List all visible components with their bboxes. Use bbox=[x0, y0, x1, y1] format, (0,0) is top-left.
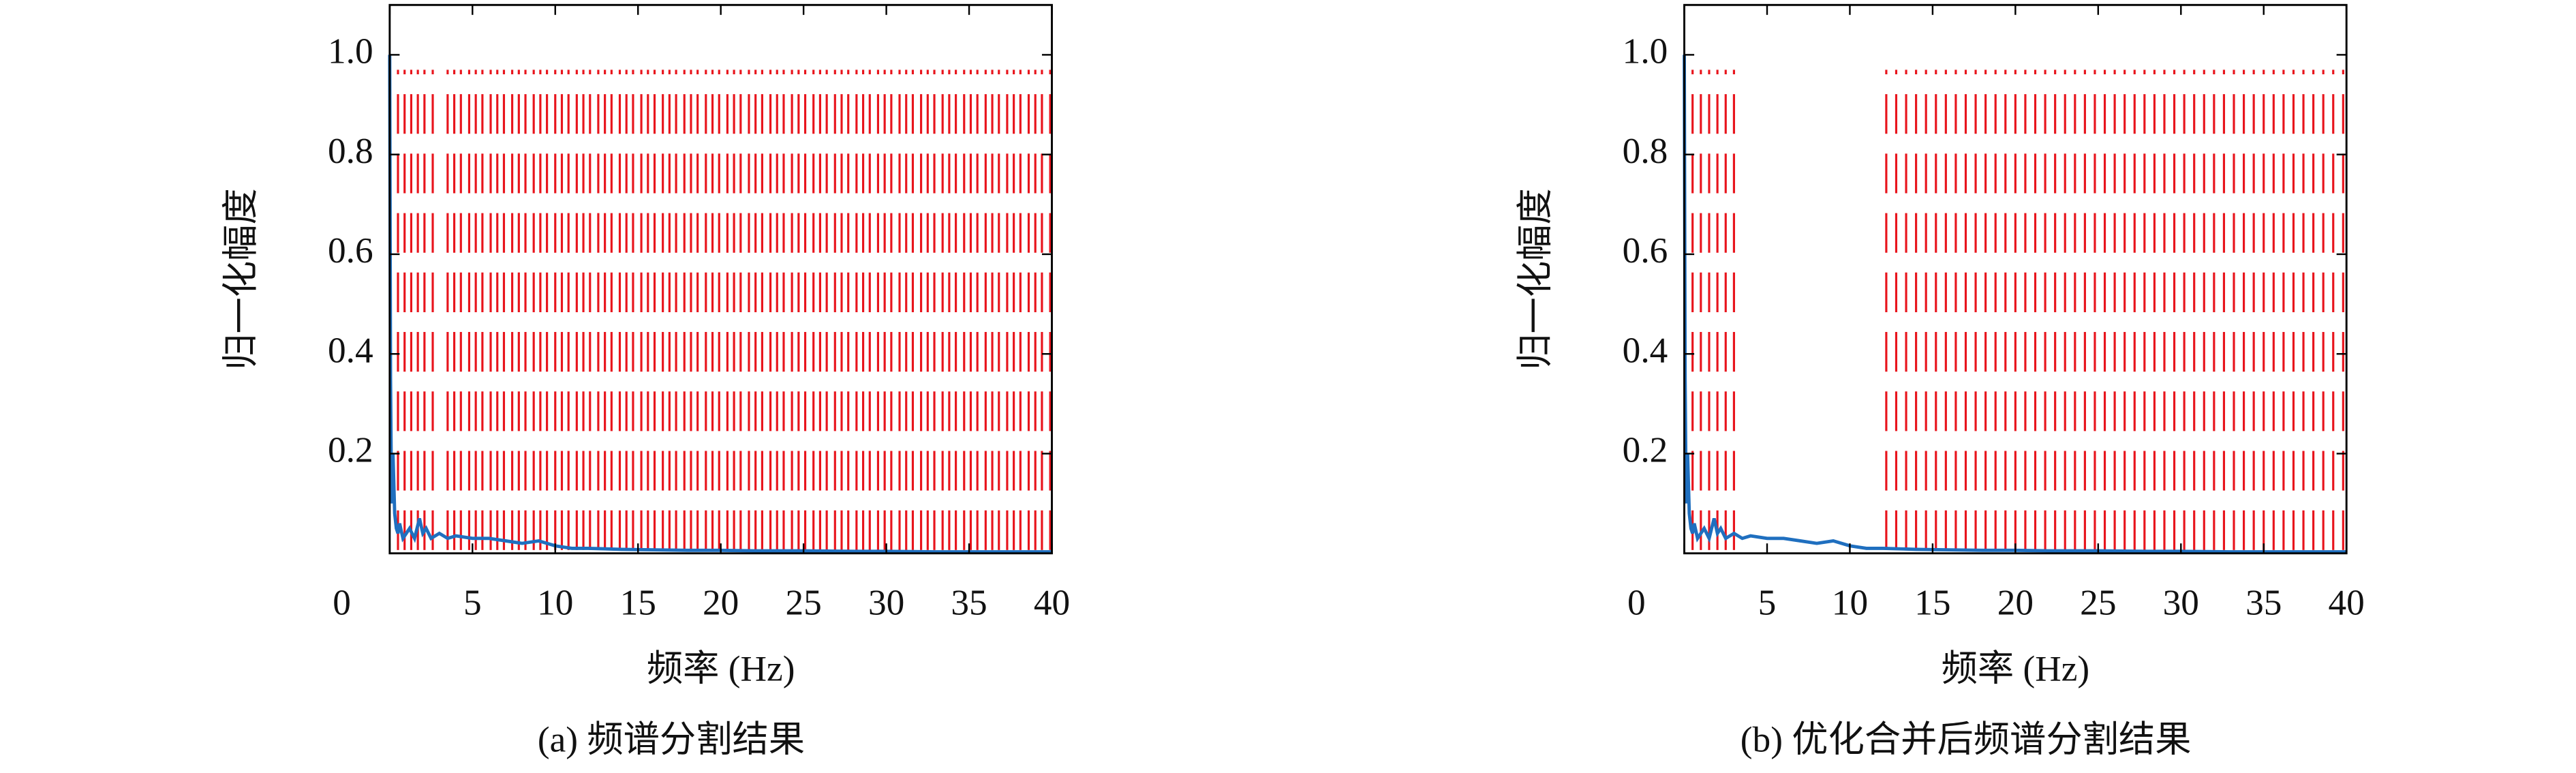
x-tick-label: 40 bbox=[1034, 583, 1070, 623]
y-tick-label: 0.2 bbox=[1623, 430, 1668, 470]
x-tick-label: 10 bbox=[1832, 583, 1868, 623]
y-tick-label: 0.6 bbox=[1623, 230, 1668, 271]
x-tick-label: 0 bbox=[333, 583, 351, 623]
y-tick-label: 0.6 bbox=[328, 230, 373, 271]
caption: (a) 频谱分割结果 bbox=[538, 720, 805, 760]
y-tick-label: 1.0 bbox=[1623, 31, 1668, 72]
x-tick-label: 25 bbox=[785, 583, 821, 623]
x-tick-label: 30 bbox=[2163, 583, 2199, 623]
y-tick-label: 0.4 bbox=[1623, 330, 1668, 370]
y-tick-label: 0.8 bbox=[1623, 131, 1668, 171]
x-tick-label: 25 bbox=[2080, 583, 2116, 623]
x-tick-label: 35 bbox=[2245, 583, 2282, 623]
spectrum-line bbox=[388, 55, 1052, 554]
x-tick-label: 15 bbox=[1914, 583, 1950, 623]
x-tick-label: 15 bbox=[620, 583, 656, 623]
y-tick-label: 0.2 bbox=[328, 430, 373, 470]
x-tick-label: 0 bbox=[1627, 583, 1646, 623]
x-axis-label: 频率 (Hz) bbox=[647, 648, 795, 688]
y-axis-label: 归一化幅度 bbox=[1516, 188, 1556, 369]
x-tick-label: 20 bbox=[703, 583, 739, 623]
x-tick-label: 35 bbox=[951, 583, 987, 623]
plot-frame bbox=[388, 3, 1053, 555]
x-tick-label: 10 bbox=[537, 583, 573, 623]
spectrum-line bbox=[1683, 55, 2347, 554]
y-tick-label: 1.0 bbox=[328, 31, 373, 72]
x-tick-label: 5 bbox=[1758, 583, 1777, 623]
y-tick-label: 0.4 bbox=[328, 330, 373, 370]
y-axis-label: 归一化幅度 bbox=[221, 188, 261, 369]
x-axis-label: 频率 (Hz) bbox=[1942, 648, 2090, 688]
caption: (b) 优化合并后频谱分割结果 bbox=[1741, 720, 2192, 760]
x-tick-label: 40 bbox=[2329, 583, 2365, 623]
y-tick-label: 0.8 bbox=[328, 131, 373, 171]
x-tick-label: 30 bbox=[868, 583, 904, 623]
x-tick-label: 20 bbox=[1997, 583, 2034, 623]
x-tick-label: 5 bbox=[463, 583, 482, 623]
